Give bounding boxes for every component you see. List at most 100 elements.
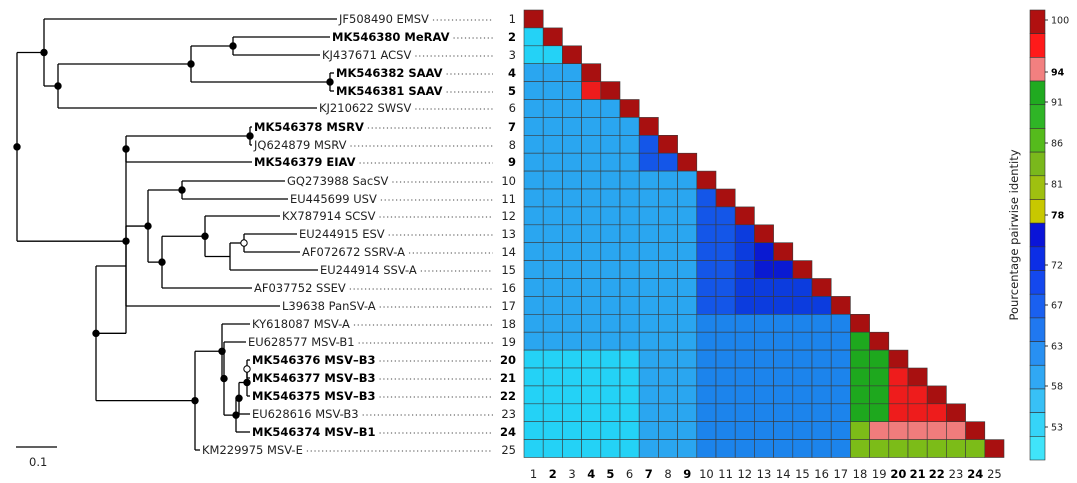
matrix-cell-20-15 bbox=[792, 349, 813, 369]
matrix-cell-17-16 bbox=[811, 296, 832, 315]
taxon-label-6: KJ210622 SWSV bbox=[319, 101, 411, 115]
matrix-cell-21-16 bbox=[811, 367, 832, 387]
matrix-cell-21-14 bbox=[773, 367, 794, 387]
matrix-cell-23-19 bbox=[869, 403, 890, 422]
matrix-cell-22-6 bbox=[619, 385, 640, 405]
column-number-1: 1 bbox=[530, 467, 537, 481]
matrix-cell-24-9 bbox=[677, 421, 698, 440]
row-number-14: 14 bbox=[501, 245, 516, 259]
matrix-cell-24-18 bbox=[850, 421, 870, 440]
tree-node bbox=[144, 222, 152, 230]
matrix-cell-21-21 bbox=[907, 367, 928, 387]
matrix-cell-22-21 bbox=[907, 385, 928, 405]
row-number-25: 25 bbox=[501, 443, 516, 457]
matrix-cell-8-1 bbox=[523, 135, 544, 154]
matrix-cell-16-13 bbox=[754, 278, 774, 297]
colorbar-band bbox=[1029, 57, 1046, 82]
matrix-cell-7-7 bbox=[638, 117, 659, 136]
taxon-label-7: MK546378 MSRV bbox=[254, 120, 364, 134]
column-number-18: 18 bbox=[853, 467, 868, 481]
matrix-cell-18-14 bbox=[773, 313, 794, 333]
row-number-17: 17 bbox=[501, 299, 516, 313]
taxon-label-5: MK546381 SAAV bbox=[336, 84, 443, 98]
matrix-cell-21-13 bbox=[754, 367, 774, 387]
matrix-cell-17-4 bbox=[581, 296, 602, 315]
matrix-cell-10-4 bbox=[581, 170, 602, 190]
matrix-cell-3-3 bbox=[562, 45, 582, 64]
matrix-cell-24-7 bbox=[638, 421, 659, 440]
matrix-cell-9-3 bbox=[562, 152, 582, 172]
matrix-cell-22-19 bbox=[869, 385, 890, 405]
colorbar-band bbox=[1029, 388, 1046, 413]
column-number-22: 22 bbox=[929, 467, 945, 481]
colorbar-band bbox=[1029, 270, 1046, 295]
matrix-cell-20-18 bbox=[850, 349, 870, 369]
matrix-cell-22-8 bbox=[658, 385, 678, 405]
matrix-cell-9-1 bbox=[523, 152, 544, 172]
matrix-cell-10-9 bbox=[677, 170, 698, 190]
matrix-cell-23-16 bbox=[811, 403, 832, 422]
matrix-cell-20-8 bbox=[658, 349, 678, 369]
matrix-cell-18-17 bbox=[830, 313, 851, 333]
matrix-cell-10-6 bbox=[619, 170, 640, 190]
matrix-cell-12-6 bbox=[619, 206, 640, 226]
matrix-cell-21-20 bbox=[888, 367, 909, 387]
tree-node bbox=[243, 378, 251, 387]
matrix-cell-13-2 bbox=[542, 224, 563, 244]
matrix-cell-11-9 bbox=[677, 188, 698, 208]
matrix-cell-19-6 bbox=[619, 331, 640, 351]
matrix-cell-20-4 bbox=[581, 349, 602, 369]
matrix-cell-13-8 bbox=[658, 224, 678, 244]
matrix-cell-13-11 bbox=[715, 224, 736, 244]
matrix-cell-13-13 bbox=[754, 224, 774, 244]
taxon-label-22: MK546375 MSV–B3 bbox=[252, 389, 376, 403]
taxon-label-4: MK546382 SAAV bbox=[336, 66, 443, 80]
matrix-cell-21-19 bbox=[869, 367, 890, 387]
taxon-label-1: JF508490 EMSV bbox=[338, 12, 429, 26]
column-number-4: 4 bbox=[587, 467, 595, 481]
matrix-cell-20-14 bbox=[773, 349, 794, 369]
matrix-cell-18-2 bbox=[542, 313, 563, 333]
column-number-3: 3 bbox=[568, 467, 575, 481]
matrix-cell-21-12 bbox=[734, 367, 755, 387]
matrix-cell-4-3 bbox=[562, 63, 582, 82]
matrix-cell-21-6 bbox=[619, 367, 640, 387]
matrix-cell-12-3 bbox=[562, 206, 582, 226]
matrix-cell-23-13 bbox=[754, 403, 774, 422]
matrix-cell-25-21 bbox=[907, 439, 928, 458]
matrix-cell-24-19 bbox=[869, 421, 890, 440]
row-number-23: 23 bbox=[501, 407, 516, 421]
matrix-cell-15-11 bbox=[715, 260, 736, 279]
column-number-15: 15 bbox=[795, 467, 810, 481]
matrix-cell-24-15 bbox=[792, 421, 813, 440]
matrix-cell-8-3 bbox=[562, 135, 582, 154]
matrix-cell-18-11 bbox=[715, 313, 736, 333]
taxon-label-20: MK546376 MSV–B3 bbox=[252, 353, 376, 367]
scale-bar-label: 0.1 bbox=[29, 455, 47, 469]
colorbar-tick-label-100: 100 bbox=[1051, 16, 1069, 27]
taxon-label-18: KY618087 MSV-A bbox=[252, 317, 350, 331]
matrix-cell-17-9 bbox=[677, 296, 698, 315]
tree-node bbox=[122, 237, 130, 245]
matrix-cell-23-1 bbox=[523, 403, 544, 422]
matrix-cell-20-16 bbox=[811, 349, 832, 369]
matrix-cell-24-4 bbox=[581, 421, 602, 440]
matrix-cell-8-4 bbox=[581, 135, 602, 154]
matrix-cell-22-7 bbox=[638, 385, 659, 405]
matrix-cell-11-11 bbox=[715, 188, 736, 208]
matrix-cell-19-12 bbox=[734, 331, 755, 351]
matrix-cell-18-12 bbox=[734, 313, 755, 333]
taxon-label-16: AF037752 SSEV bbox=[254, 281, 346, 295]
colorbar-tick-label-78: 78 bbox=[1051, 211, 1065, 222]
matrix-cell-10-2 bbox=[542, 170, 563, 190]
matrix-cell-25-18 bbox=[850, 439, 870, 458]
taxon-label-12: KX787914 SCSV bbox=[282, 209, 376, 223]
matrix-cell-7-3 bbox=[562, 117, 582, 136]
row-number-20: 20 bbox=[500, 353, 516, 367]
row-number-4: 4 bbox=[508, 66, 516, 80]
matrix-cell-14-12 bbox=[734, 242, 755, 261]
matrix-cell-21-7 bbox=[638, 367, 659, 387]
matrix-cell-11-3 bbox=[562, 188, 582, 208]
matrix-cell-16-10 bbox=[696, 278, 717, 297]
